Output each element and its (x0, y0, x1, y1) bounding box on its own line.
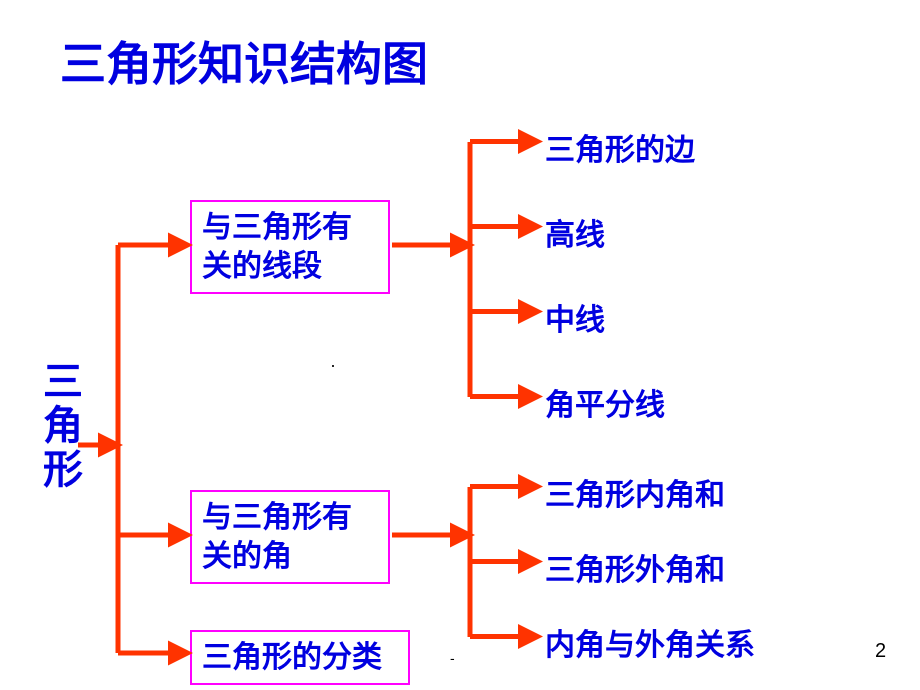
leaf-exterior-sum: 三角形外角和 (545, 545, 725, 589)
node-classify: 三角形的分类 (190, 630, 410, 685)
connector-lines (0, 0, 920, 690)
node-angles-line2: 关的角 (202, 540, 292, 573)
bottom-marker: - (450, 650, 455, 666)
page-number: 2 (875, 640, 886, 663)
leaf-median: 中线 (545, 295, 605, 339)
root-node: 三角形 (30, 360, 88, 492)
node-segments: 与三角形有 关的线段 (190, 200, 390, 294)
center-marker: · (330, 355, 336, 376)
leaf-int-ext-rel: 内角与外角关系 (545, 620, 755, 664)
node-angles-line1: 与三角形有 (202, 501, 352, 534)
leaf-bisector: 角平分线 (545, 380, 665, 424)
leaf-edge: 三角形的边 (545, 125, 695, 169)
node-classify-text: 三角形的分类 (202, 641, 382, 674)
page-title: 三角形知识结构图 (60, 28, 428, 94)
leaf-altitude: 高线 (545, 210, 605, 254)
leaf-interior-sum: 三角形内角和 (545, 470, 725, 514)
node-segments-line2: 关的线段 (202, 250, 322, 283)
node-angles: 与三角形有 关的角 (190, 490, 390, 584)
node-segments-line1: 与三角形有 (202, 211, 352, 244)
